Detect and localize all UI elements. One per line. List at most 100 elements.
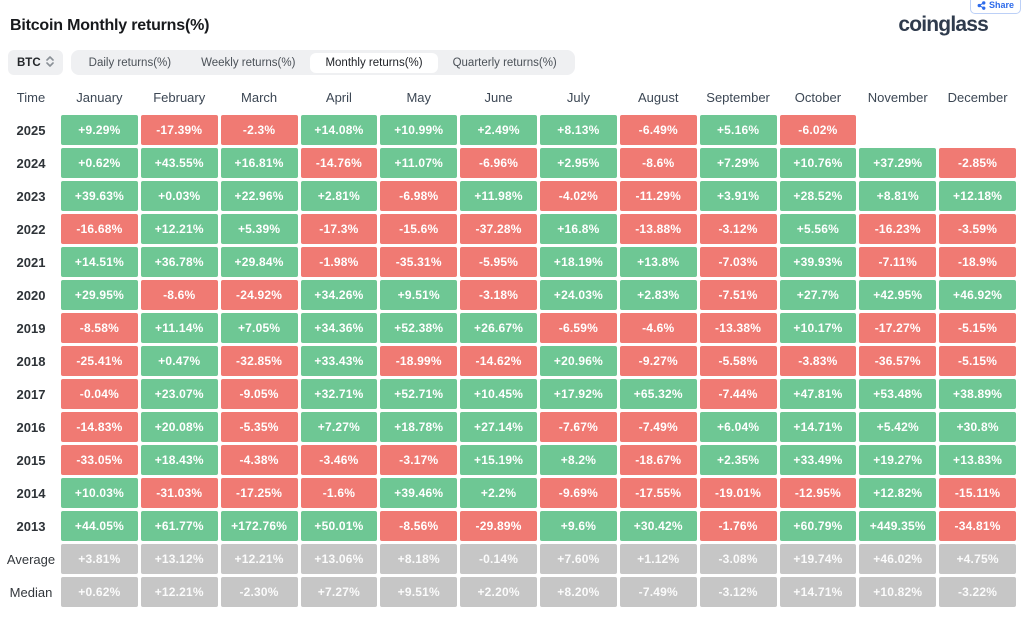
cell-2013-december: -34.81% [939, 511, 1016, 541]
cell-2019-april: +34.36% [300, 313, 378, 343]
cell-2018-june: -14.62% [460, 346, 537, 376]
cell-2019-january: -8.58% [61, 313, 138, 343]
cell-average-march: +12.21% [220, 544, 298, 574]
cell-2013-january: +44.05% [61, 511, 138, 541]
row-label-2013: 2013 [16, 518, 46, 534]
cell-2019-december: -5.15% [939, 313, 1016, 343]
cell-2020-march: -24.92% [220, 280, 298, 310]
cell-2016-june: +27.14% [460, 412, 537, 442]
cell-2017-may: +52.71% [380, 379, 458, 409]
cell-2015-september: +2.35% [699, 445, 777, 475]
cell-2024-september: +7.29% [699, 148, 777, 178]
cell-2021-may: -35.31% [380, 247, 458, 277]
tab-quarterly-returns[interactable]: Quarterly returns(%) [438, 53, 572, 73]
cell-2014-december: -15.11% [939, 478, 1016, 508]
cell-2019-july: -6.59% [540, 313, 617, 343]
header: Bitcoin Monthly returns(%) coinglass [0, 0, 1024, 35]
symbol-select[interactable]: BTC [8, 50, 63, 75]
cell-2016-september: +6.04% [699, 412, 777, 442]
cell-2022-august: -13.88% [619, 214, 697, 244]
cell-2017-january: -0.04% [61, 379, 138, 409]
cell-2025-june: +2.49% [460, 115, 537, 145]
cell-2022-november: -16.23% [859, 214, 937, 244]
cell-2013-november: +449.35% [859, 511, 937, 541]
column-header-august: August [638, 89, 679, 105]
cell-2024-july: +2.95% [540, 148, 617, 178]
cell-2020-april: +34.26% [300, 280, 378, 310]
row-label-2014: 2014 [16, 485, 46, 501]
cell-2023-may: -6.98% [380, 181, 458, 211]
cell-2013-may: -8.56% [380, 511, 458, 541]
cell-2013-august: +30.42% [619, 511, 697, 541]
row-label-2021: 2021 [16, 254, 46, 270]
cell-2015-december: +13.83% [939, 445, 1016, 475]
cell-2014-october: -12.95% [779, 478, 857, 508]
cell-2015-august: -18.67% [619, 445, 697, 475]
share-button[interactable]: Share [969, 0, 1021, 14]
cell-2013-april: +50.01% [300, 511, 378, 541]
cell-2022-july: +16.8% [540, 214, 617, 244]
cell-2014-june: +2.2% [460, 478, 537, 508]
cell-2019-february: +11.14% [140, 313, 218, 343]
cell-2023-february: +0.03% [140, 181, 218, 211]
toolbar: BTC Daily returns(%) Weekly returns(%) M… [8, 50, 1024, 75]
cell-2019-september: -13.38% [699, 313, 777, 343]
updown-chevron-icon [45, 55, 54, 70]
cell-median-march: -2.30% [220, 577, 298, 607]
coinglass-logo: coinglass [898, 13, 988, 36]
row-label-2018: 2018 [16, 353, 46, 369]
cell-2021-october: +39.93% [779, 247, 857, 277]
tab-daily-returns[interactable]: Daily returns(%) [74, 53, 186, 73]
cell-2016-august: -7.49% [619, 412, 697, 442]
cell-2014-november: +12.82% [859, 478, 937, 508]
cell-2018-february: +0.47% [140, 346, 218, 376]
cell-2013-february: +61.77% [140, 511, 218, 541]
cell-2018-november: -36.57% [859, 346, 937, 376]
cell-average-august: +1.12% [619, 544, 697, 574]
cell-2019-august: -4.6% [619, 313, 697, 343]
cell-2017-august: +65.32% [619, 379, 697, 409]
cell-2018-april: +33.43% [300, 346, 378, 376]
cell-2016-may: +18.78% [380, 412, 458, 442]
cell-2017-april: +32.71% [300, 379, 378, 409]
cell-median-september: -3.12% [699, 577, 777, 607]
cell-2021-february: +36.78% [140, 247, 218, 277]
tab-weekly-returns[interactable]: Weekly returns(%) [186, 53, 310, 73]
cell-2019-may: +52.38% [380, 313, 458, 343]
cell-median-april: +7.27% [300, 577, 378, 607]
cell-2022-april: -17.3% [300, 214, 378, 244]
cell-2024-february: +43.55% [140, 148, 218, 178]
cell-2016-march: -5.35% [220, 412, 298, 442]
cell-median-january: +0.62% [61, 577, 138, 607]
column-header-september: September [706, 89, 770, 105]
cell-2020-may: +9.51% [380, 280, 458, 310]
cell-2015-january: -33.05% [61, 445, 138, 475]
cell-2023-april: +2.81% [300, 181, 378, 211]
row-label-median: Median [9, 584, 53, 600]
cell-2015-april: -3.46% [300, 445, 378, 475]
cell-2025-july: +8.13% [540, 115, 617, 145]
cell-2020-november: +42.95% [859, 280, 937, 310]
cell-2018-september: -5.58% [699, 346, 777, 376]
cell-2023-august: -11.29% [619, 181, 697, 211]
cell-2023-september: +3.91% [699, 181, 777, 211]
column-header-january: January [76, 89, 123, 105]
cell-2017-november: +53.48% [859, 379, 937, 409]
cell-2023-november: +8.81% [859, 181, 937, 211]
cell-average-september: -3.08% [699, 544, 777, 574]
cell-2020-december: +46.92% [939, 280, 1016, 310]
tab-monthly-returns[interactable]: Monthly returns(%) [310, 52, 438, 73]
cell-2025-august: -6.49% [619, 115, 697, 145]
cell-median-october: +14.71% [779, 577, 857, 607]
cell-2017-july: +17.92% [540, 379, 617, 409]
cell-2024-december: -2.85% [939, 148, 1016, 178]
cell-2024-october: +10.76% [779, 148, 857, 178]
cell-2023-january: +39.63% [61, 181, 138, 211]
column-header-time: Time [16, 89, 46, 105]
cell-2022-december: -3.59% [939, 214, 1016, 244]
column-header-april: April [325, 89, 352, 105]
cell-median-may: +9.51% [380, 577, 458, 607]
cell-average-may: +8.18% [380, 544, 458, 574]
cell-2025-november [859, 115, 936, 145]
cell-2016-july: -7.67% [540, 412, 617, 442]
